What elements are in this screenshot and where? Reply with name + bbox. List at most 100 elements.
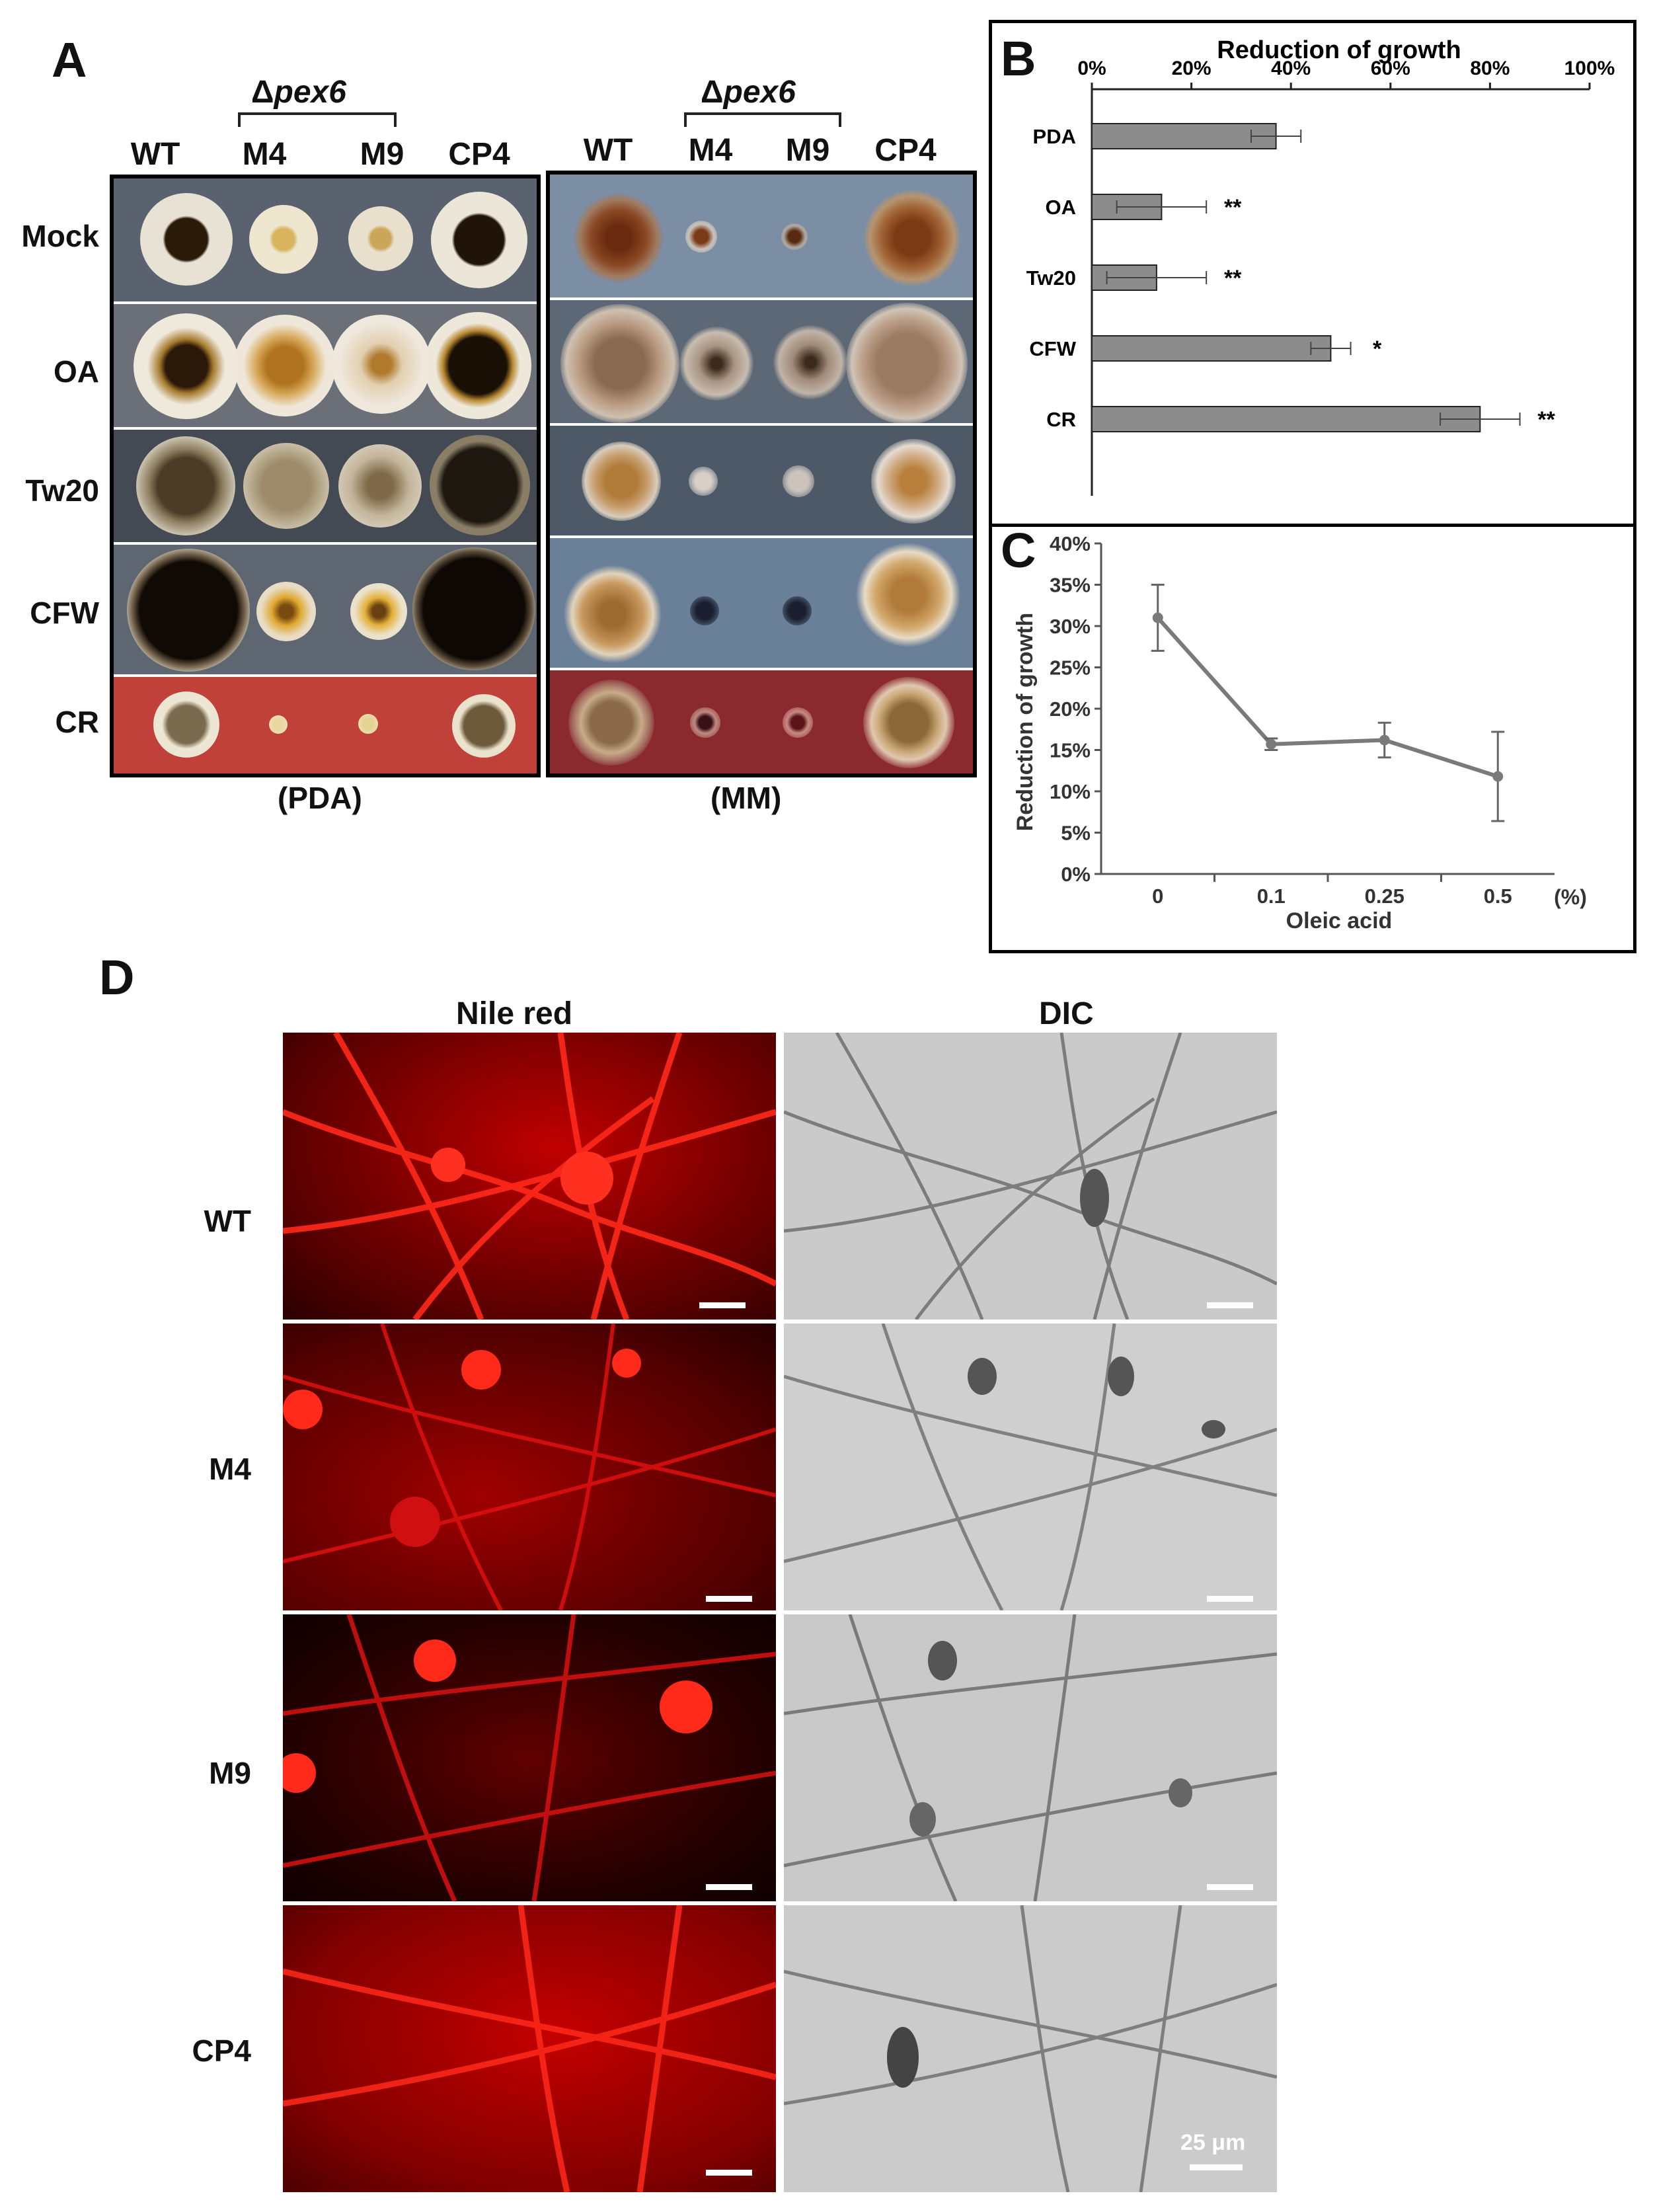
pda-row-cfw xyxy=(114,545,537,674)
scale-bar xyxy=(1207,1302,1253,1308)
scale-bar xyxy=(1207,1596,1253,1602)
panel-d-letter: D xyxy=(99,950,135,1005)
significance-mark: ** xyxy=(1224,266,1242,291)
row-label-tw20: Tw20 xyxy=(25,473,99,508)
row-label-oa: OA xyxy=(54,354,99,389)
mm-row-oa xyxy=(550,300,973,423)
colony xyxy=(773,325,847,399)
colony xyxy=(249,205,318,274)
data-point xyxy=(1492,771,1504,782)
category-label: PDA xyxy=(1033,125,1076,148)
nile-red-image-cp4 xyxy=(283,1905,776,2192)
panel-c-box xyxy=(989,524,1636,953)
delta-symbol: Δ xyxy=(251,75,274,110)
significance-mark: ** xyxy=(1537,407,1555,432)
hyphae-pattern xyxy=(784,1323,1277,1610)
nile-red-header: Nile red xyxy=(456,996,573,1031)
panel-b-chart: Reduction of growth 0% 20% 40% 60% 80% 100% PD… xyxy=(1026,36,1615,496)
scale-label: 25 μm xyxy=(1180,2130,1246,2155)
bar xyxy=(1091,406,1481,432)
colony xyxy=(134,313,239,419)
colony xyxy=(127,549,250,672)
y-tick-label: 15% xyxy=(1050,739,1091,762)
colony xyxy=(243,443,329,529)
scale-bar xyxy=(706,2170,752,2176)
colony xyxy=(358,714,378,734)
hyphae-pattern xyxy=(784,1033,1277,1320)
row-label-mock: Mock xyxy=(21,219,99,253)
colony xyxy=(690,596,719,625)
row-label-cfw: CFW xyxy=(30,596,99,630)
colony xyxy=(685,221,717,253)
gene-name: pex6 xyxy=(274,75,346,110)
row-label-cr: CR xyxy=(55,705,99,739)
scale-bar xyxy=(1190,2164,1243,2170)
colony xyxy=(424,312,531,419)
y-tick-label: 0% xyxy=(1061,863,1091,886)
mm-row-cr xyxy=(550,670,973,773)
colony xyxy=(153,691,219,758)
x-tick-label: 0.1 xyxy=(1257,885,1286,908)
x-tick-label: 100% xyxy=(1564,58,1615,79)
x-tick-label: 0.25 xyxy=(1365,885,1404,908)
col-label-cp4: CP4 xyxy=(448,137,510,172)
colony xyxy=(431,192,527,288)
category-label: OA xyxy=(1046,196,1077,219)
dic-image-cp4: 25 μm xyxy=(784,1905,1277,2192)
nile-red-image-wt xyxy=(283,1033,776,1320)
colony xyxy=(781,223,808,250)
colony xyxy=(689,467,718,496)
row-label-m4: M4 xyxy=(209,1452,251,1486)
scale-bar xyxy=(706,1596,752,1602)
pda-plate-grid xyxy=(110,175,541,777)
colony xyxy=(846,303,968,423)
significance-mark: * xyxy=(1373,336,1382,362)
panel-a-letter: A xyxy=(52,32,87,87)
colony xyxy=(871,439,956,524)
colony xyxy=(452,694,516,758)
panel-c-letter: C xyxy=(1001,523,1036,578)
mm-row-cfw xyxy=(550,538,973,668)
hyphae-pattern xyxy=(784,1905,1277,2192)
row-label-cp4: CP4 xyxy=(192,2034,251,2068)
bar xyxy=(1091,335,1332,362)
mm-group-label: Δpex6 xyxy=(701,74,796,110)
nile-red-image-m4 xyxy=(283,1323,776,1610)
colony xyxy=(582,442,661,521)
delta-symbol: Δ xyxy=(701,75,724,110)
y-tick-label: 40% xyxy=(1050,532,1091,555)
pda-bracket xyxy=(238,112,397,127)
bar xyxy=(1091,123,1277,149)
hyphae-pattern xyxy=(283,1614,776,1901)
colony xyxy=(783,596,812,625)
colony xyxy=(690,707,720,738)
colony xyxy=(140,193,233,286)
dic-header: DIC xyxy=(1039,996,1094,1031)
colony xyxy=(350,583,407,640)
row-label-m9: M9 xyxy=(209,1756,251,1790)
hyphae-pattern xyxy=(784,1614,1277,1901)
y-tick-label: 25% xyxy=(1050,656,1091,680)
data-point xyxy=(1152,612,1163,623)
gene-name: pex6 xyxy=(723,75,796,110)
scale-bar xyxy=(699,1302,746,1308)
col-label-m9: M9 xyxy=(360,137,404,172)
category-label: CR xyxy=(1046,408,1076,431)
colony xyxy=(865,190,960,286)
colony xyxy=(269,715,288,734)
pda-row-cr xyxy=(114,677,537,773)
data-point xyxy=(1266,738,1277,750)
x-tick-label: 20% xyxy=(1172,58,1211,79)
category-label: Tw20 xyxy=(1026,266,1076,290)
colony xyxy=(234,315,336,416)
pda-label: (PDA) xyxy=(278,781,362,815)
y-tick-label: 35% xyxy=(1050,574,1091,597)
dic-image-wt xyxy=(784,1033,1277,1320)
colony xyxy=(256,582,316,641)
col-label-m4: M4 xyxy=(688,133,733,168)
colony xyxy=(783,465,814,497)
category-label: CFW xyxy=(1029,337,1076,360)
panel-b-letter: B xyxy=(1001,31,1036,86)
colony xyxy=(855,542,961,648)
col-label-m9: M9 xyxy=(785,133,830,168)
